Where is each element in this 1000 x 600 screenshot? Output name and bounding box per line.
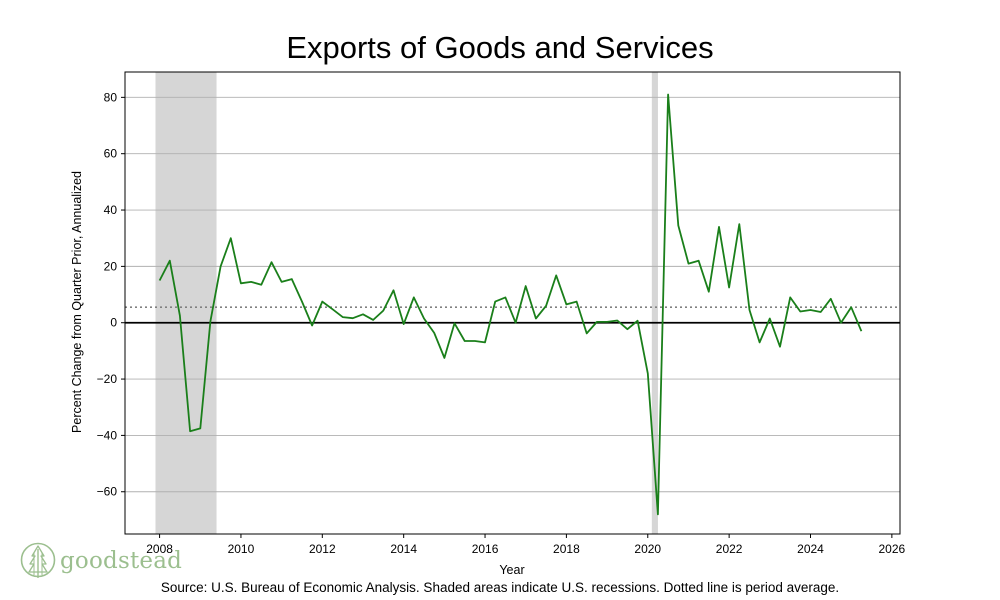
y-tick-label: −20	[97, 372, 118, 386]
x-axis: 2008 2010 2012 2014 2016 2018 2020 2022 2024 2026	[146, 534, 906, 556]
x-tick-label: 2022	[716, 542, 743, 556]
y-axis: 80 60 40 20 0 −20 −40 −60	[97, 90, 125, 499]
x-tick-label: 2010	[228, 542, 255, 556]
x-tick-label: 2012	[309, 542, 336, 556]
x-tick-label: 2026	[879, 542, 906, 556]
y-tick-label: 40	[104, 203, 118, 217]
source-note: Source: U.S. Bureau of Economic Analysis…	[160, 580, 840, 595]
tree-icon	[20, 542, 56, 578]
gridlines	[125, 96, 900, 493]
series-group	[158, 93, 863, 516]
x-tick-label: 2024	[797, 542, 824, 556]
plot-frame	[124, 71, 901, 535]
y-tick-label: −60	[97, 485, 118, 499]
recession-bands	[155, 72, 658, 534]
x-tick-label: 2008	[146, 542, 173, 556]
y-tick-label: 80	[104, 90, 118, 104]
y-tick-label: 0	[110, 316, 117, 330]
brand-logo: goodstead	[20, 541, 182, 581]
x-tick-label: 2018	[553, 542, 580, 556]
recession-band-1	[155, 72, 217, 534]
brand-name: goodstead	[60, 548, 183, 574]
x-tick-label: 2016	[472, 542, 499, 556]
chart-title: Exports of Goods and Services	[286, 30, 714, 65]
series-line	[158, 93, 863, 516]
x-axis-label: Year	[499, 563, 524, 577]
y-axis-label: Percent Change from Quarter Prior, Annua…	[70, 171, 84, 433]
y-tick-label: −40	[97, 428, 118, 442]
recession-band-2	[651, 72, 658, 534]
y-tick-label: 20	[104, 259, 118, 273]
x-tick-label: 2014	[390, 542, 417, 556]
x-tick-label: 2020	[634, 542, 661, 556]
y-tick-label: 60	[104, 147, 118, 161]
